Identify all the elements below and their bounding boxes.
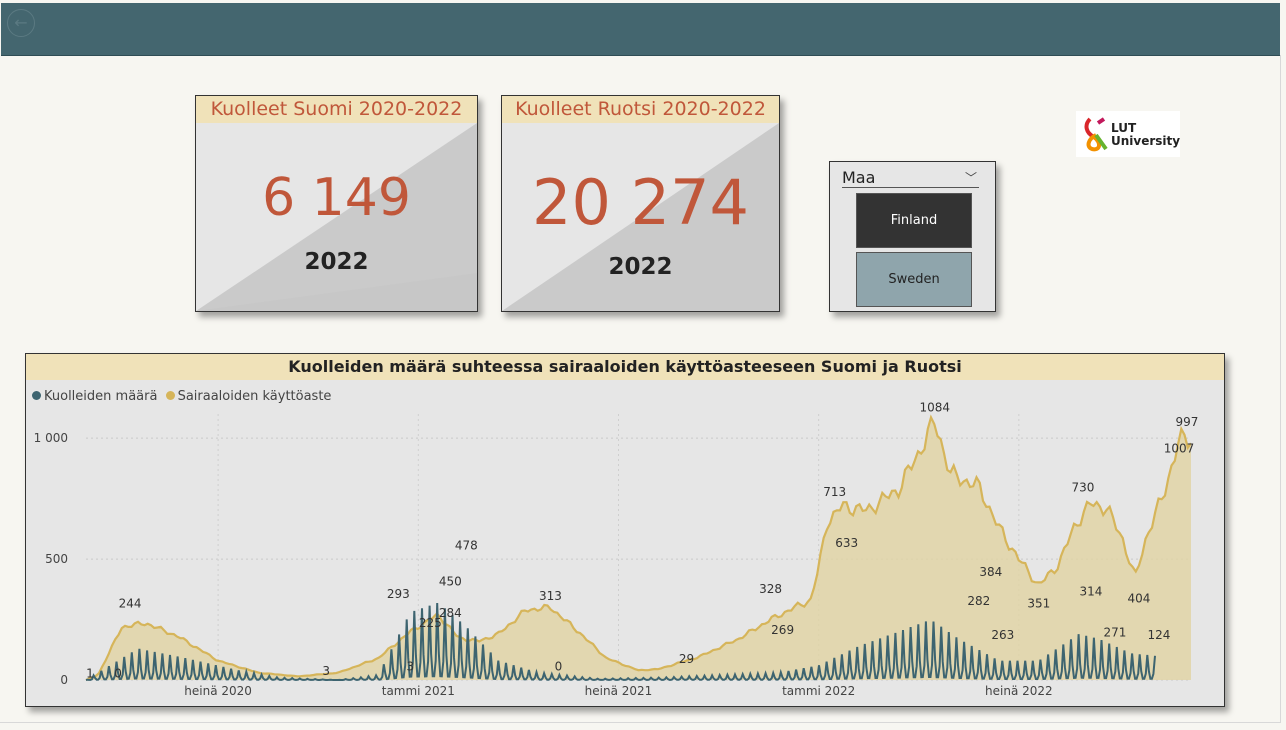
report-header-bar: ← <box>1 3 1280 56</box>
back-arrow-icon[interactable]: ← <box>7 9 35 37</box>
y-tick-label: 0 <box>60 673 68 687</box>
x-tick-label: tammi 2022 <box>782 684 855 698</box>
deaths-line <box>85 602 1156 681</box>
logo-line2: University <box>1111 134 1181 148</box>
data-label: 328 <box>759 582 782 596</box>
data-label: 713 <box>823 485 846 499</box>
slicer-option-sweden[interactable]: Sweden <box>856 252 972 307</box>
x-tick-label: heinä 2022 <box>985 684 1053 698</box>
chart-plot: 0 500 1 000 heinä 2020 tammi 2021 heinä 2021 t… <box>34 401 1199 698</box>
x-tick-label: heinä 2020 <box>184 684 252 698</box>
data-label: 730 <box>1071 480 1094 494</box>
country-slicer: Maa ﹀ Finland Sweden <box>829 161 996 312</box>
data-label: 269 <box>771 623 794 637</box>
data-label: 0 <box>114 667 122 681</box>
data-label: 1007 <box>1164 442 1195 456</box>
canvas-border <box>1280 55 1281 723</box>
legend-dot-occupancy <box>165 391 175 400</box>
lut-logo-mark <box>1084 117 1108 152</box>
card-value: 20 274 <box>532 166 749 239</box>
data-label: 404 <box>1127 592 1150 606</box>
data-label: 633 <box>835 536 858 550</box>
data-label: 478 <box>455 538 478 552</box>
card-title: Kuolleet Suomi 2020-2022 <box>196 96 477 123</box>
legend-label-occupancy[interactable]: Sairaaloiden käyttöaste <box>177 389 332 404</box>
data-label: 293 <box>387 587 410 601</box>
lut-university-logo: LUT University <box>1076 111 1180 157</box>
data-label: 0 <box>555 659 563 673</box>
x-tick-label: tammi 2021 <box>382 684 455 698</box>
slicer-title: Maa <box>842 168 876 187</box>
data-label: 1 <box>86 667 94 681</box>
canvas-border <box>0 722 1281 723</box>
slicer-header[interactable]: Maa ﹀ <box>842 168 979 188</box>
data-label: 284 <box>439 606 462 620</box>
data-label: 263 <box>991 628 1014 642</box>
chevron-down-icon[interactable]: ﹀ <box>964 171 977 185</box>
data-label: 3 <box>322 664 330 678</box>
card-deaths-finland: Kuolleet Suomi 2020-2022 6 149 2022 <box>195 95 478 312</box>
data-label: 244 <box>119 596 142 610</box>
card-year: 2022 <box>304 249 369 275</box>
card-background <box>196 123 477 311</box>
card-deaths-sweden: Kuolleet Ruotsi 2020-2022 20 274 2022 <box>501 95 780 312</box>
card-title: Kuolleet Ruotsi 2020-2022 <box>502 96 779 123</box>
slicer-option-finland[interactable]: Finland <box>856 193 972 248</box>
data-label: 282 <box>967 594 990 608</box>
occupancy-area <box>86 417 1191 680</box>
data-label: 225 <box>419 616 442 630</box>
y-tick-label: 500 <box>45 552 68 566</box>
data-label: 314 <box>1079 584 1102 598</box>
data-label: 1084 <box>919 401 950 415</box>
chart-title: Kuolleiden määrä suhteessa sairaaloiden … <box>26 354 1224 380</box>
data-label: 271 <box>1103 625 1126 639</box>
legend-label-deaths[interactable]: Kuolleiden määrä <box>44 389 158 404</box>
data-label: 313 <box>539 589 562 603</box>
x-tick-label: heinä 2021 <box>585 684 653 698</box>
data-label: 997 <box>1176 415 1199 429</box>
card-year: 2022 <box>608 254 673 280</box>
occupancy-line <box>85 414 1192 682</box>
data-label: 3 <box>406 659 414 673</box>
logo-text: LUT University <box>1111 122 1180 148</box>
data-label: 351 <box>1027 596 1050 610</box>
logo-line1: LUT <box>1111 121 1137 135</box>
data-label: 450 <box>439 575 462 589</box>
card-background <box>502 123 779 311</box>
deaths-vs-occupancy-chart: Kuolleiden määrä suhteessa sairaaloiden … <box>25 353 1225 707</box>
y-tick-label: 1 000 <box>34 431 68 445</box>
card-value: 6 149 <box>262 168 411 228</box>
data-label: 384 <box>979 565 1002 579</box>
legend-dot-deaths <box>32 391 41 400</box>
data-label: 29 <box>679 652 694 666</box>
chart-legend: Kuolleiden määrä Sairaaloiden käyttöaste <box>32 389 331 404</box>
data-label: 124 <box>1148 628 1171 642</box>
